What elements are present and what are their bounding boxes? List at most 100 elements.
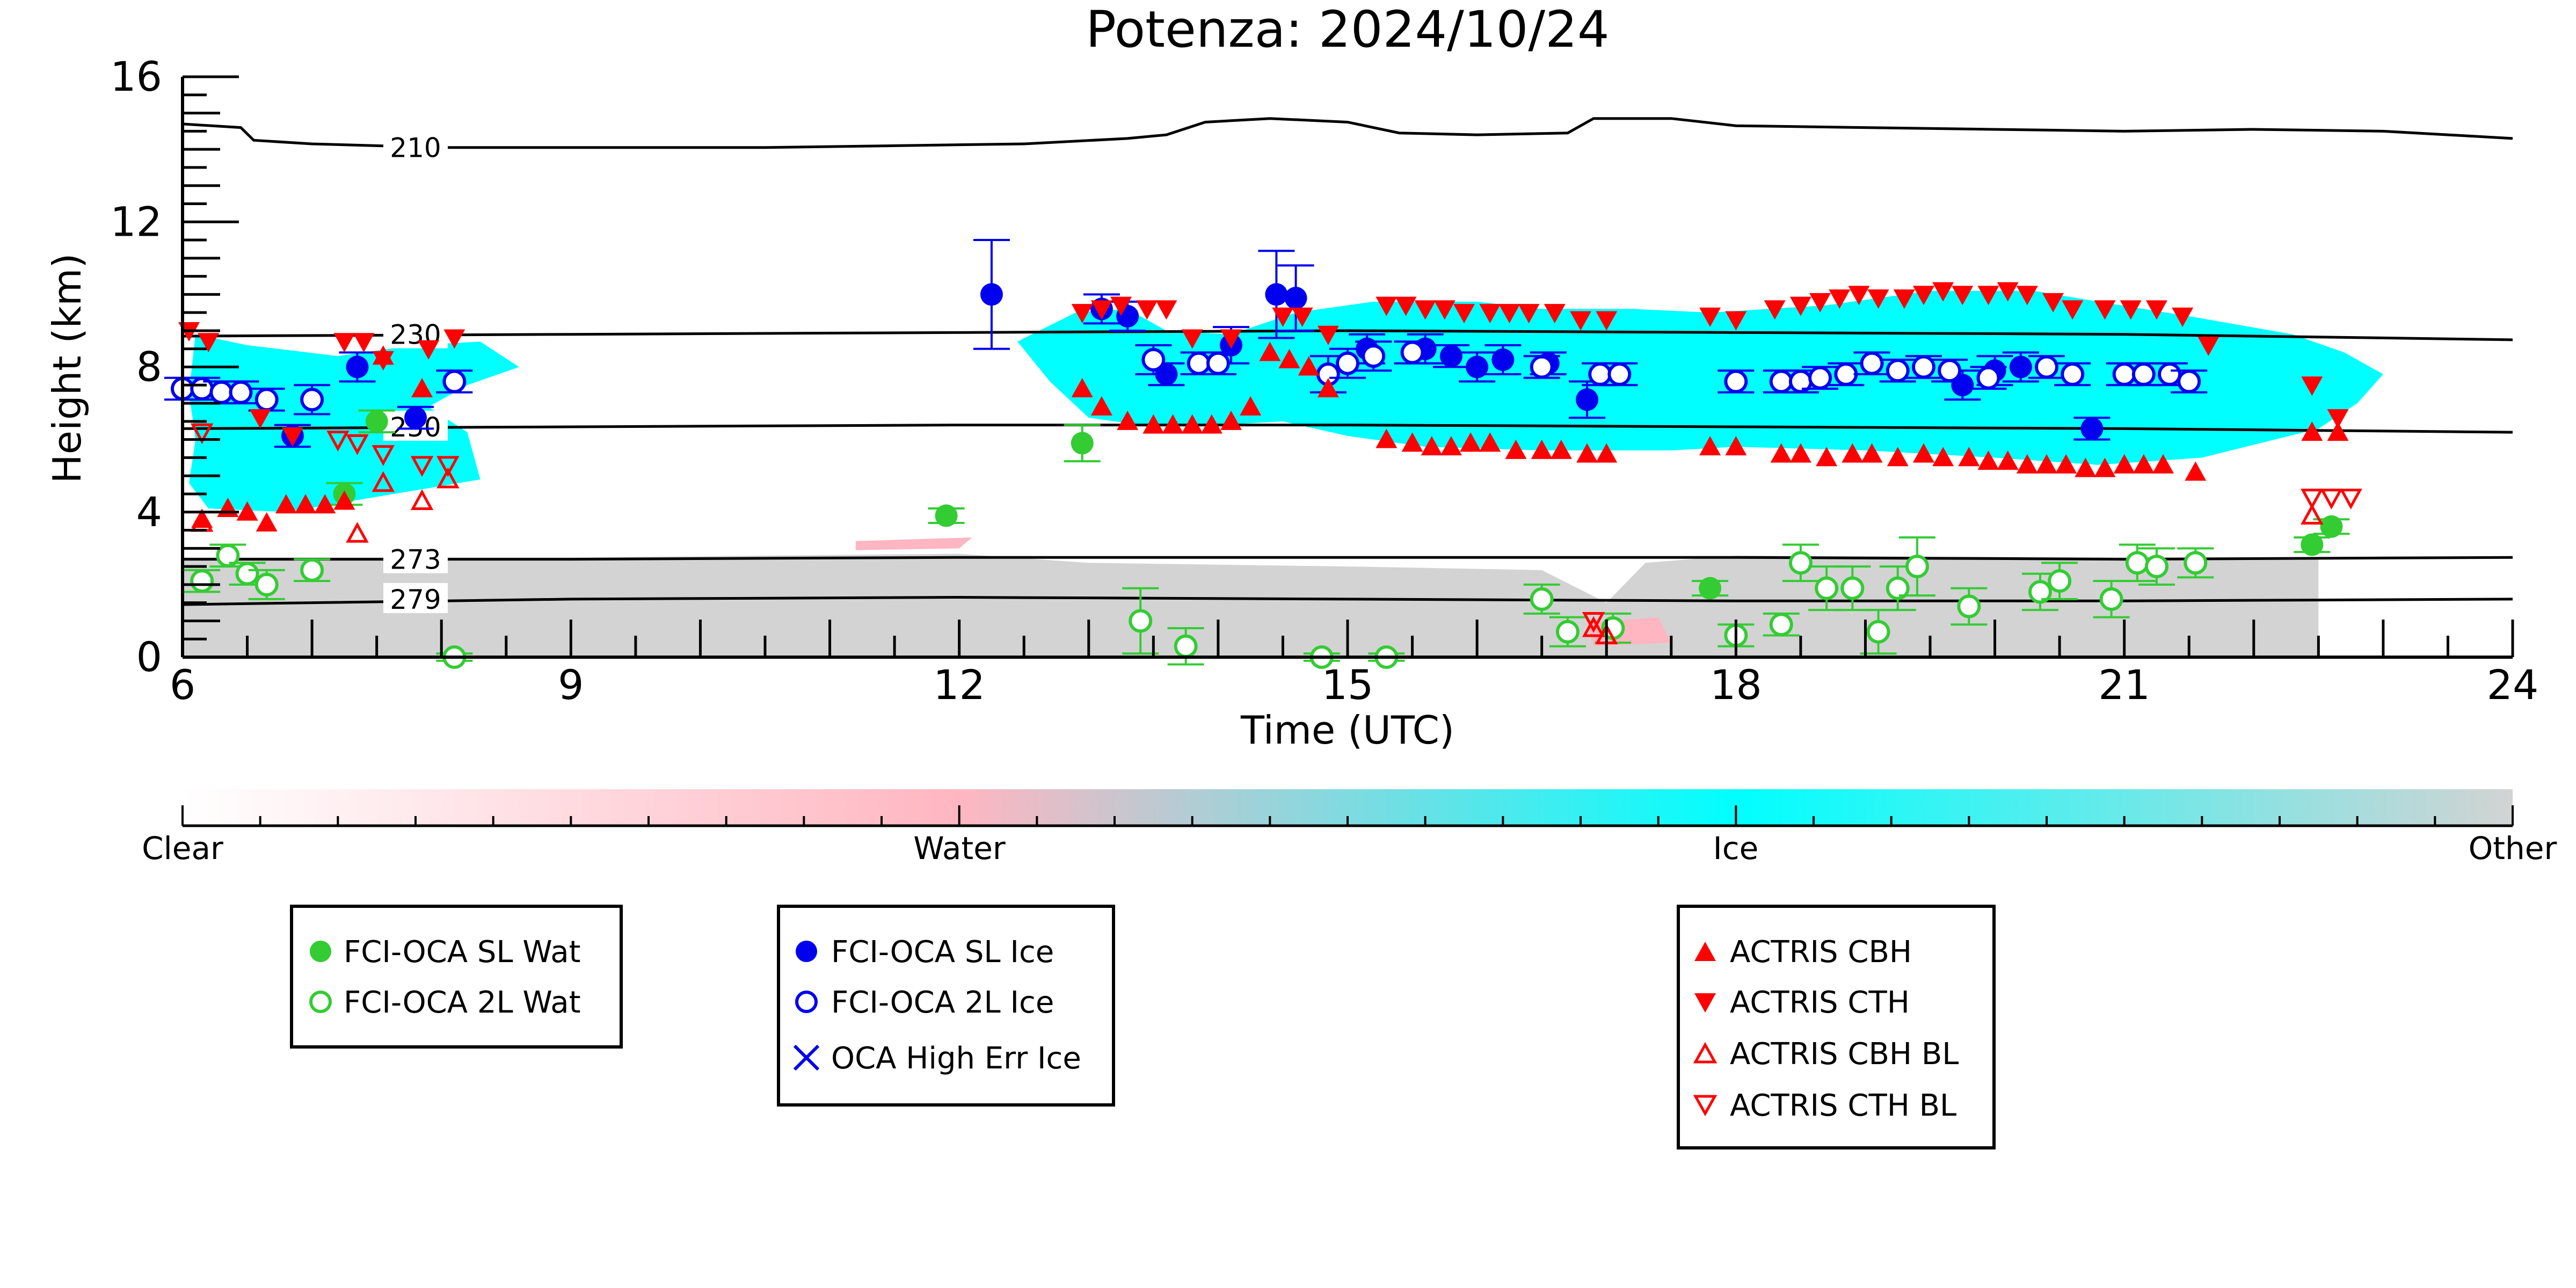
data-point [1544, 304, 1566, 324]
contour-line-210 [182, 117, 2513, 149]
data-point [1395, 296, 1417, 316]
x-tick-label: 12 [933, 661, 985, 709]
legend-marker-2l-wat [309, 991, 332, 1013]
data-point [1071, 378, 1093, 398]
data-point [346, 434, 369, 455]
data-point [2028, 580, 2052, 604]
data-point [1298, 356, 1320, 376]
series-fci-oca-2l-ice [164, 340, 2208, 416]
data-point [1596, 443, 1618, 463]
data-point [404, 406, 427, 430]
legend-marker-sl-ice [796, 941, 817, 962]
contour-label-273: 273 [390, 544, 441, 576]
y-tick-label: 0 [136, 633, 162, 681]
data-point [1317, 325, 1339, 345]
data-point [1466, 355, 1489, 379]
data-point [1816, 447, 1838, 467]
data-point [1439, 345, 1462, 368]
data-point [2158, 362, 2182, 387]
data-point [1531, 439, 1553, 459]
data-point [410, 489, 434, 510]
x-tick-label: 24 [2487, 661, 2539, 709]
data-point [198, 333, 220, 353]
y-tick-label: 4 [136, 488, 162, 536]
data-point [2320, 515, 2343, 538]
data-point [1576, 443, 1598, 463]
data-point [1788, 551, 1813, 575]
contour-line-279 [182, 596, 2513, 606]
data-point [229, 380, 253, 404]
data-point [275, 494, 297, 514]
data-point [216, 543, 240, 567]
data-point [1129, 609, 1153, 633]
legend-label-cth: ACTRIS CTH [1730, 985, 1910, 1020]
data-point [1938, 359, 1962, 383]
data-point [1829, 289, 1851, 309]
data-point [1141, 347, 1166, 372]
data-point [1834, 362, 1858, 387]
legend-marker-cth-bl [1693, 1095, 1718, 1117]
data-point [411, 378, 433, 398]
data-point [2113, 454, 2135, 474]
contour-label-bg-279 [383, 583, 448, 613]
data-point [190, 569, 214, 593]
data-point [1187, 351, 1211, 375]
data-point [1607, 362, 1632, 387]
x-tick-label: 6 [170, 661, 195, 709]
data-point [1491, 348, 1515, 371]
series-actris-cbh-bl [190, 467, 2324, 644]
data-point [2152, 454, 2174, 474]
data-point [1887, 447, 1909, 467]
data-point [2099, 587, 2123, 611]
data-point [1957, 594, 1981, 618]
data-point [2145, 300, 2167, 320]
data-point [254, 388, 279, 412]
data-point [2009, 355, 2032, 379]
data-point [1997, 282, 2019, 302]
legend-label-cbh: ACTRIS CBH [1730, 935, 1912, 970]
data-point [1932, 282, 1954, 302]
data-point [1893, 289, 1915, 309]
colorbar-label-ice: Ice [1713, 830, 1759, 867]
series-actris-cth-bl [190, 423, 2362, 633]
legend-water-frame [290, 905, 623, 1049]
colorbar: Clear Water Ice Other [142, 789, 2557, 867]
data-point [1498, 304, 1520, 324]
data-point [300, 388, 324, 412]
data-point [436, 467, 460, 489]
data-point [1181, 414, 1203, 434]
data-point [2172, 307, 2194, 327]
data-point [249, 409, 271, 429]
data-point [2036, 454, 2057, 474]
data-point [346, 355, 369, 379]
data-point [1200, 414, 1222, 434]
legend-marker-cth [1694, 993, 1716, 1013]
data-point [372, 471, 395, 492]
region-ice-1 [189, 334, 519, 512]
data-point [2301, 376, 2323, 396]
data-point [1317, 378, 1339, 398]
data-point [2048, 569, 2072, 593]
data-point [1860, 351, 1884, 375]
x-axis-label: Time (UTC) [1240, 708, 1454, 753]
data-point [1764, 300, 1786, 320]
data-point [1362, 344, 1386, 368]
data-point [1090, 396, 1112, 416]
data-point [1272, 307, 1294, 327]
data-point [1071, 304, 1093, 324]
data-point [1181, 329, 1203, 349]
data-point [1886, 576, 1910, 600]
data-point [1284, 287, 1307, 310]
data-point [1336, 351, 1359, 375]
data-point [1886, 359, 1910, 383]
x-tick-label: 21 [2098, 661, 2150, 709]
data-point [1453, 304, 1475, 324]
contour-label-279: 279 [390, 584, 441, 615]
data-point [1414, 300, 1436, 320]
colorbar-ticks [181, 805, 2514, 826]
data-point [1460, 432, 1482, 452]
data-point [1259, 341, 1281, 361]
data-point [1421, 436, 1443, 456]
data-point [1808, 366, 1832, 390]
legend-marker-high-err-icon [793, 1044, 820, 1071]
